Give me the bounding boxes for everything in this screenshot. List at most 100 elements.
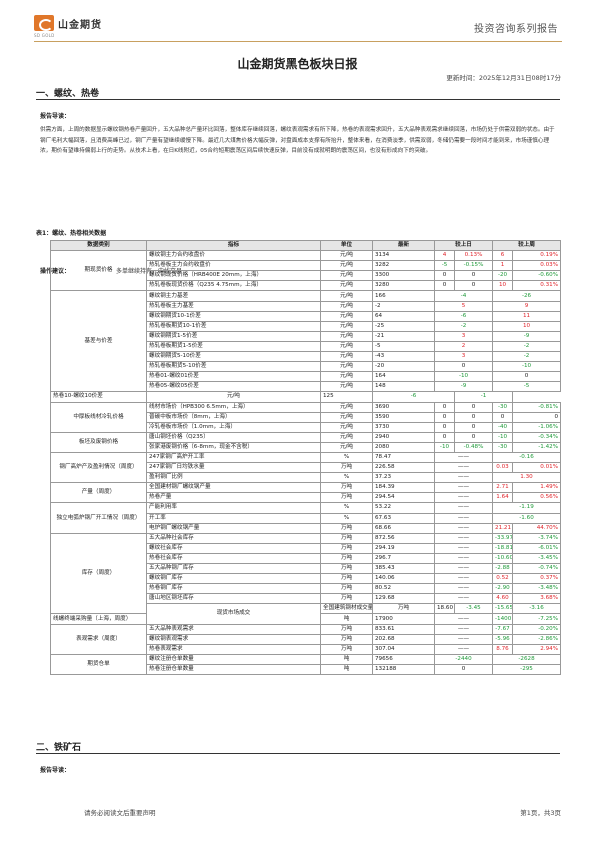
category-cell: 基差与价差 — [50, 290, 147, 393]
unit-cell: 万吨 — [320, 593, 373, 605]
unit-cell: 万吨 — [320, 623, 373, 635]
latest-cell: 226.58 — [372, 462, 435, 474]
unit-cell: 元/吨 — [320, 421, 373, 433]
table-row: 产量（周度） 全国建材钢厂螺纹钢产量 万吨 184.39 —— 2.71 1.49% — [50, 482, 562, 504]
week-change-cell: -33.97 — [492, 532, 514, 544]
day-change-cell: —— — [433, 593, 494, 605]
indicator-cell: 唐山钢坯价格（Q235） — [146, 431, 321, 443]
latest-cell: 166 — [372, 290, 435, 302]
day-change-cell: -2440 — [433, 653, 494, 665]
unit-cell: 元/吨 — [320, 431, 373, 443]
category-cell: 现货市场成交 — [146, 603, 321, 625]
unit-cell: 元/吨 — [320, 441, 373, 453]
latest-cell: 18.60 — [434, 603, 455, 615]
latest-cell: 164 — [372, 371, 435, 383]
day-change-cell: —— — [433, 451, 494, 464]
unit-cell: 元/吨 — [146, 391, 321, 403]
table-row: 五大品种钢厂库存 万吨 385.43 —— -2.88 -0.74% — [51, 562, 562, 575]
table-row: 独立电弧炉钢厂开工情况（周度） 产能利用率% 53.22 —— -1.19 — [50, 502, 562, 534]
latest-cell: 3690 — [372, 401, 435, 413]
week-change-pct-cell: -0.34% — [512, 431, 562, 443]
week-change-pct-cell: -3.74% — [512, 532, 562, 544]
section-divider — [36, 99, 560, 100]
table-row: 板坯及废钢价格 唐山钢坯价格（Q235） 元/吨 2940 0 0 -10 -0.34% — [50, 431, 562, 453]
week-change-cell: 1.30 — [492, 472, 562, 484]
day-change-pct-cell: -15.65% — [492, 603, 514, 615]
day-change-cell: 0 — [434, 431, 455, 443]
latest-cell: 385.43 — [372, 562, 435, 575]
day-change-cell: 0 — [434, 280, 455, 292]
indicator-cell: 螺纹钢主力合约收盘价 — [146, 250, 321, 262]
indicator-cell: 螺纹钢期货5-10价差 — [146, 351, 321, 363]
latest-cell: 53.22 — [372, 502, 435, 514]
day-change-cell: —— — [433, 623, 494, 635]
unit-cell: 元/吨 — [320, 330, 373, 342]
latest-cell: 78.47 — [372, 451, 435, 464]
week-change-cell: -9 — [492, 330, 562, 342]
day-change-pct-cell: 0 — [453, 280, 494, 292]
unit-cell: 元/吨 — [320, 320, 373, 332]
day-change-cell: —— — [433, 643, 494, 655]
week-change-cell: -30 — [492, 401, 514, 413]
company-logo-icon — [34, 15, 54, 31]
unit-cell: 元/吨 — [320, 401, 373, 413]
category-cell: 期货仓单 — [50, 653, 147, 676]
latest-cell: 3282 — [372, 260, 435, 272]
week-change-cell: 2.71 — [492, 482, 514, 494]
indicator-cell: 热卷表观需求 — [146, 643, 321, 655]
unit-cell: 万吨 — [320, 542, 373, 554]
unit-cell: % — [320, 502, 373, 514]
unit-cell: 元/吨 — [320, 270, 373, 282]
indicator-cell: 开工率 — [146, 512, 321, 524]
unit-cell: 元/吨 — [320, 280, 373, 292]
unit-cell: 万吨 — [320, 552, 373, 565]
unit-cell: 元/吨 — [320, 310, 373, 322]
table-row: 基差与价差 螺纹钢主力基差 元/吨 166 -4 -26 — [50, 290, 562, 393]
unit-cell: 元/吨 — [320, 411, 373, 423]
table-row: 热卷注册仓单数量吨 132188 0 -295 — [51, 663, 562, 676]
update-time: 更新时间：2025年12月31日08时17分 — [446, 74, 561, 82]
latest-cell: -25 — [372, 320, 435, 332]
indicator-cell: 热卷产量 — [146, 492, 321, 504]
unit-cell: 元/吨 — [320, 351, 373, 363]
day-change-pct-cell: 0 — [453, 401, 494, 413]
week-change-pct-cell: 44.70% — [512, 522, 562, 534]
indicator-cell: 线螺终端采购量（上海，周度） — [50, 613, 147, 625]
indicator-cell: 螺纹社会库存 — [146, 542, 321, 554]
indicator-cell: 普碳中板市场价（8mm，上海） — [146, 411, 321, 423]
day-change-cell: -6 — [372, 391, 455, 403]
day-change-cell: —— — [433, 532, 494, 544]
indicator-cell: 热卷注册仓单数量 — [146, 663, 321, 676]
indicator-cell: 螺纹钢厂库存 — [146, 573, 321, 585]
day-change-cell: —— — [433, 462, 494, 474]
latest-cell: 67.63 — [372, 512, 435, 524]
indicator-cell: 热轧卷板期货10-1价差 — [146, 320, 321, 332]
week-change-cell: -1.60 — [492, 512, 562, 524]
week-change-cell: -2 — [492, 351, 562, 363]
indicator-cell: 全国建筑钢材成交量（7天移动均值，钢银） — [320, 603, 373, 615]
latest-cell: 37.23 — [372, 472, 435, 484]
table-row: 期货仓单 螺纹注册仓单数量吨 79656 -2440 -2628 — [50, 653, 562, 676]
latest-cell: 872.56 — [372, 532, 435, 544]
rebar-data-table: 数据类别 指标 单位 最新 较上日 较上周 期现货价格 螺纹钢主力合约收盘价 元/吨… — [50, 239, 562, 676]
day-change-cell: -6 — [433, 310, 494, 322]
day-change-cell: 0 — [434, 270, 455, 282]
day-change-cell: -10 — [434, 441, 455, 453]
week-change-cell: 1.64 — [492, 492, 514, 504]
latest-cell: 202.68 — [372, 633, 435, 645]
day-change-pct-cell: 0 — [453, 421, 494, 433]
latest-cell: 2080 — [372, 441, 435, 453]
week-change-pct-cell: -0.74% — [512, 562, 562, 575]
day-change-cell: —— — [433, 552, 494, 565]
week-change-pct-cell: 0.03% — [512, 260, 562, 272]
latest-cell: -5 — [372, 340, 435, 353]
unit-cell: 元/吨 — [320, 260, 373, 272]
latest-cell: 3730 — [372, 421, 435, 433]
week-change-cell: -2.88 — [492, 562, 514, 575]
unit-cell: 吨 — [320, 613, 373, 625]
table-row: 表观需求（周度） 五大品种表观需求 万吨 833.61 —— -7.67 -0.20% — [50, 623, 562, 655]
week-change-cell: -295 — [492, 663, 562, 676]
indicator-cell: 五大品种社会库存 — [146, 532, 321, 544]
report-series-label: 投资咨询系列报告 — [474, 24, 558, 35]
week-change-pct-cell: -3.48% — [512, 583, 562, 595]
